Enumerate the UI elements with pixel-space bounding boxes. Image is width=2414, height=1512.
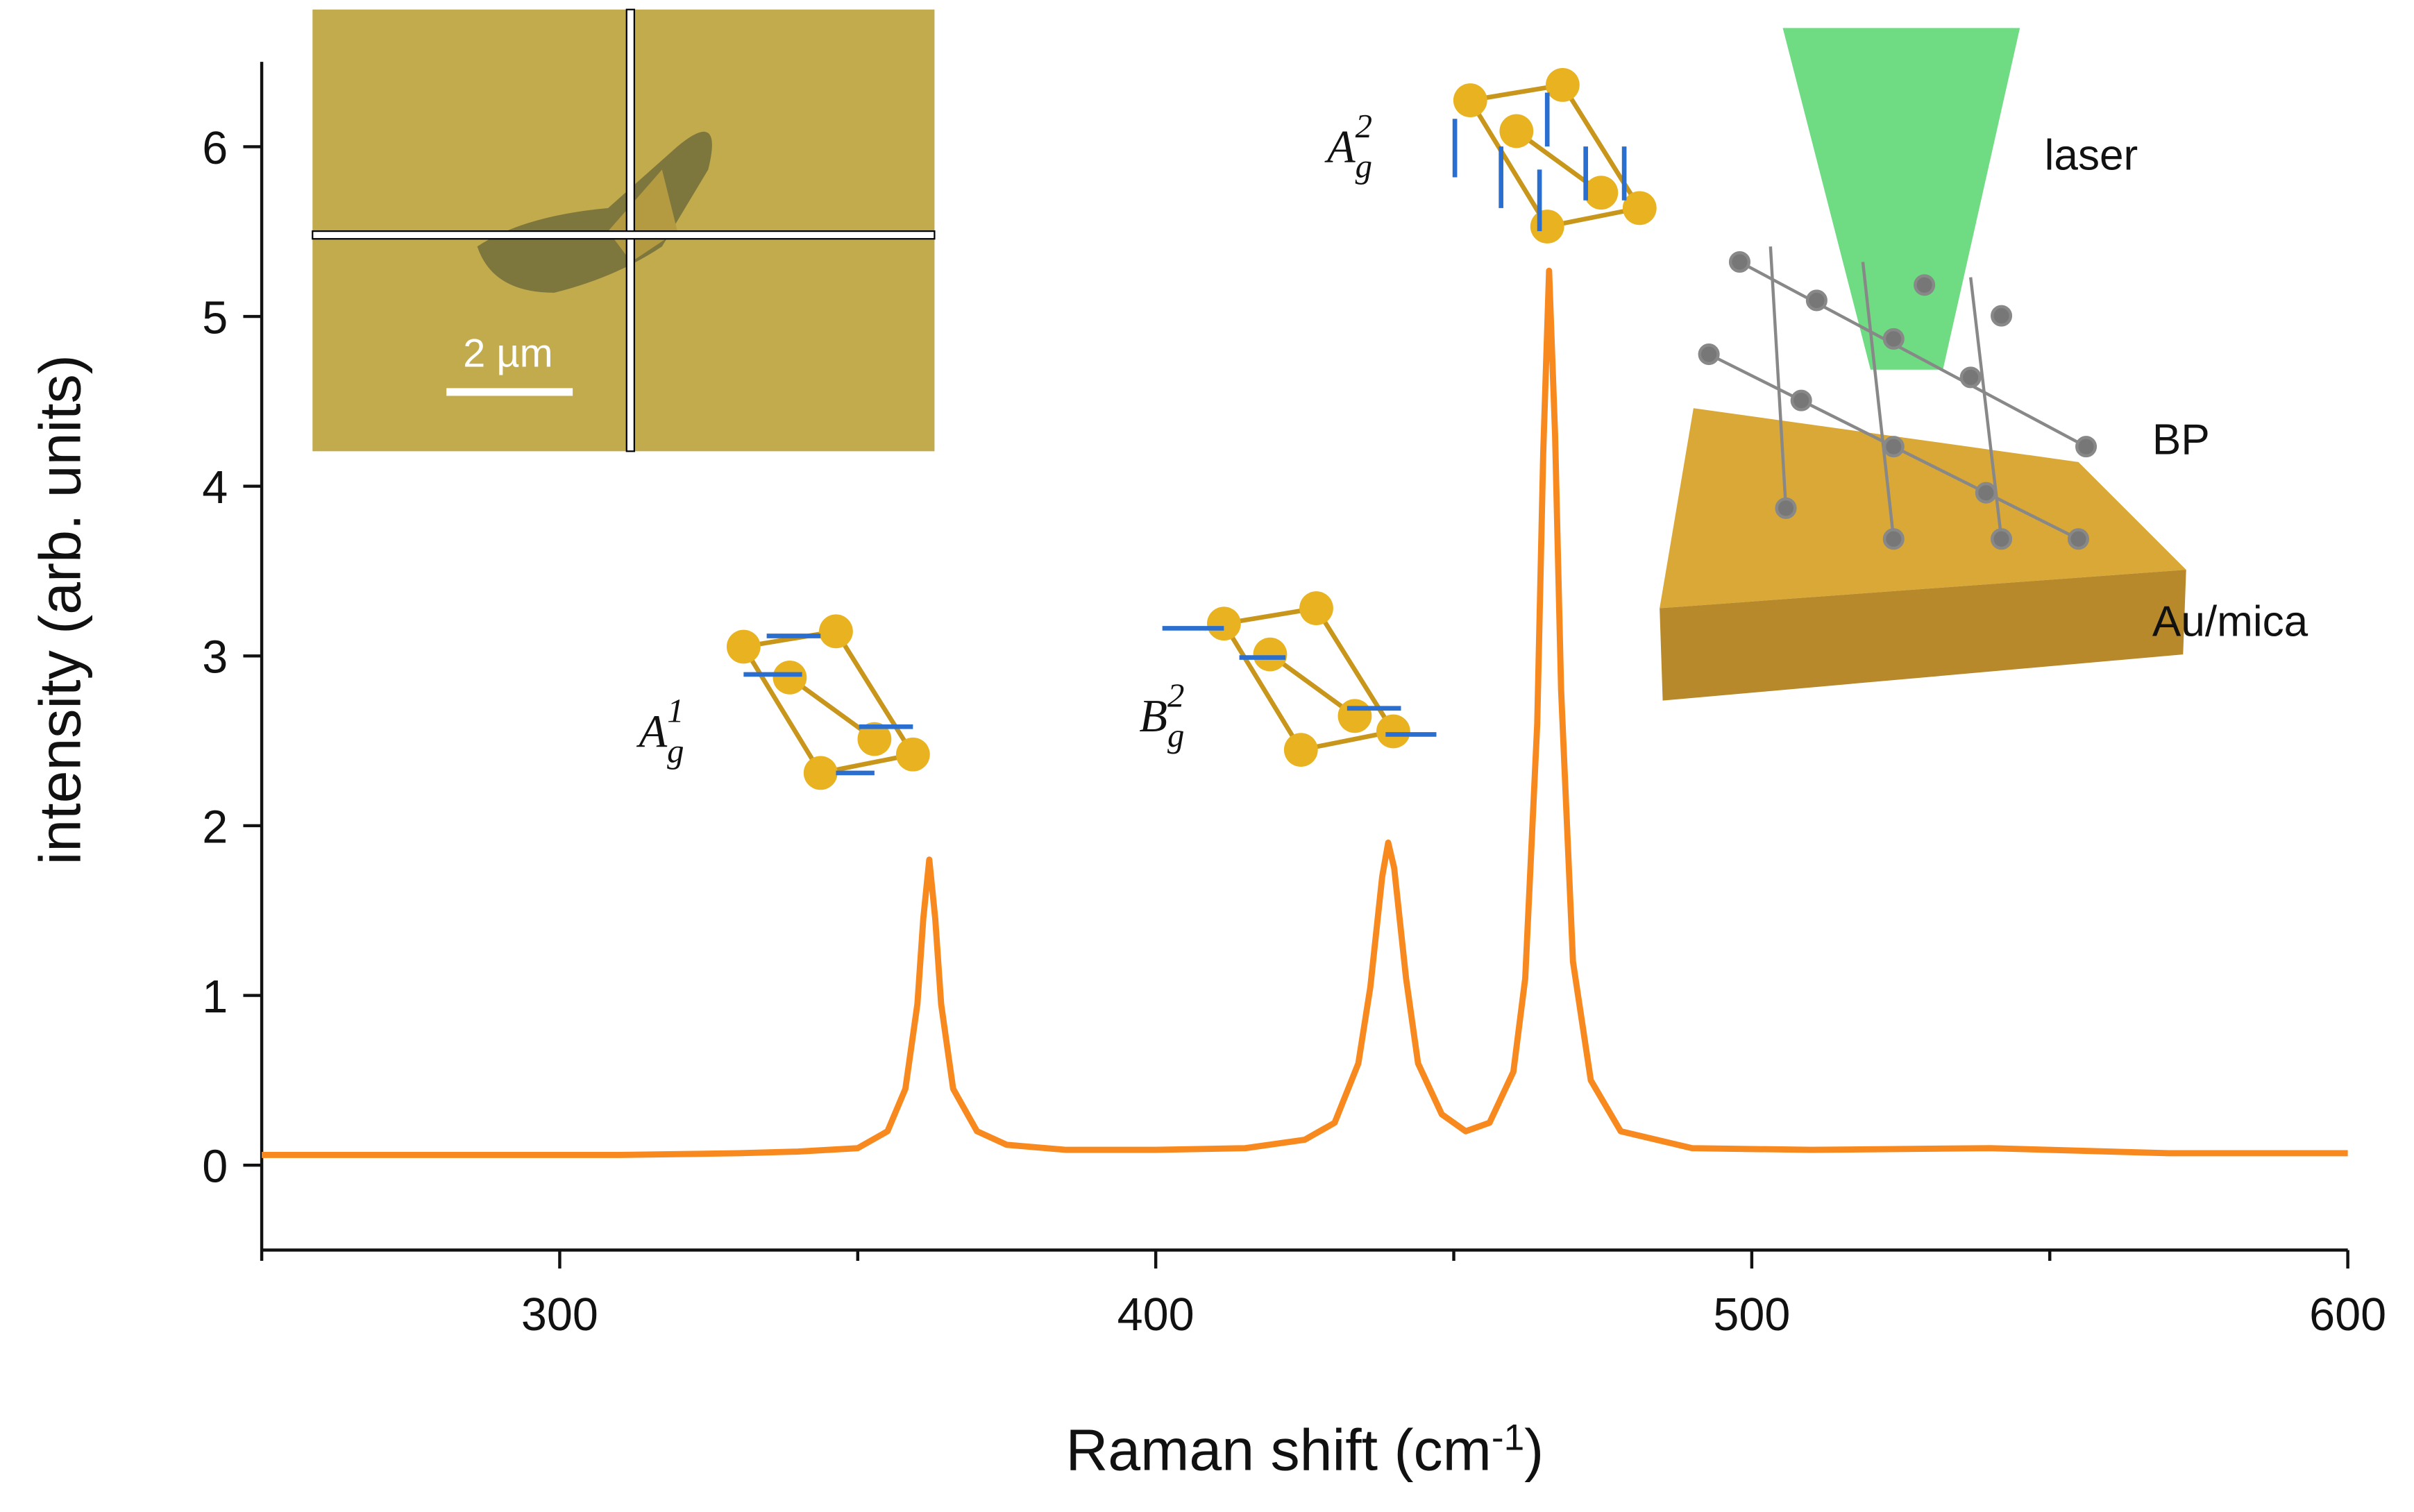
- x-axis-label-part: Raman shift (cm: [1065, 1418, 1491, 1483]
- substrate-label: Au/mica: [2152, 597, 2309, 645]
- x-tick-label: 500: [1713, 1289, 1790, 1341]
- mode-label-sup: 2: [1356, 108, 1372, 145]
- microscope-inset: 2 µm: [312, 8, 936, 452]
- y-tick-label: 1: [202, 971, 228, 1023]
- spectrum-line: [262, 267, 2348, 1158]
- mode-label: Bg2: [1139, 677, 1184, 755]
- y-tick-label: 6: [202, 123, 228, 174]
- mode-icon-b2: [1162, 591, 1437, 767]
- scale-bar-label: 2 µm: [463, 331, 552, 375]
- x-axis-label: Raman shift (cm-1): [1065, 1417, 1544, 1483]
- y-tick-label: 2: [202, 801, 228, 853]
- y-tick-label: 5: [202, 292, 228, 343]
- laser-label: laser: [2045, 131, 2138, 179]
- mode-icon-a2: [1453, 68, 1657, 244]
- y-axis-label: intensity (arb. units): [27, 355, 92, 865]
- mode-label-sup: 1: [667, 693, 684, 730]
- x-axis-label-part: ): [1524, 1418, 1544, 1483]
- y-tick-label: 3: [202, 632, 228, 683]
- mode-label: Ag2: [1324, 108, 1372, 185]
- bp-label: BP: [2152, 416, 2210, 464]
- mode-label-sub: g: [1356, 147, 1372, 185]
- y-tick-label: 0: [202, 1141, 228, 1193]
- mode-label-sub: g: [1167, 717, 1184, 754]
- x-tick-label: 300: [521, 1289, 598, 1341]
- mode-label-base: A: [1324, 121, 1356, 172]
- mode-icon-a1: [727, 614, 930, 790]
- mode-label-sup: 2: [1167, 677, 1184, 715]
- mode-label-base: B: [1139, 691, 1167, 742]
- x-tick-label: 400: [1117, 1289, 1195, 1341]
- mode-label-sub: g: [667, 732, 684, 770]
- x-tick-label: 600: [2309, 1289, 2386, 1341]
- mode-label-base: A: [636, 706, 668, 757]
- y-tick-label: 4: [202, 462, 228, 513]
- x-axis-label-part: -1: [1492, 1417, 1524, 1458]
- mode-label: Ag1: [636, 693, 684, 770]
- device-schematic: laser BP Au/mica: [1660, 28, 2309, 701]
